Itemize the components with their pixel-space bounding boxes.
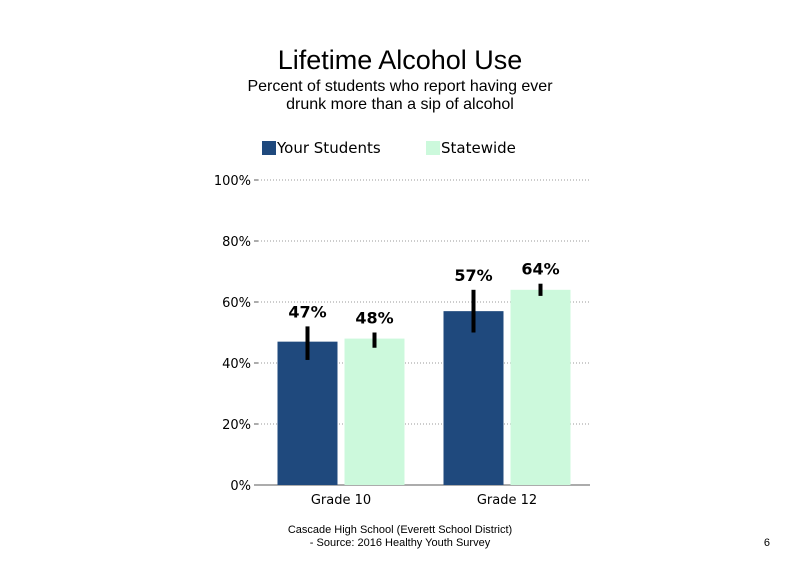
legend-label-your-students: Your Students (277, 139, 381, 157)
y-tick-label: 0% (230, 479, 251, 494)
y-tick-label: 60% (222, 296, 251, 311)
data-label: 64% (521, 260, 559, 279)
bar (277, 341, 338, 485)
chart-title: Lifetime Alcohol Use (277, 45, 523, 75)
y-tick-label: 80% (222, 235, 251, 250)
data-label: 57% (454, 266, 492, 285)
source-note: Cascade High School (Everett School Dist… (287, 524, 513, 549)
x-tick-label: Grade 10 (311, 493, 371, 508)
legend-swatch-statewide (426, 141, 440, 155)
bar (344, 338, 405, 485)
legend-label-statewide: Statewide (441, 139, 516, 157)
bar (443, 311, 504, 485)
data-label: 47% (288, 302, 326, 321)
page-number: 6 (763, 537, 770, 549)
data-label: 48% (355, 309, 393, 328)
y-tick-label: 100% (214, 174, 251, 189)
x-tick-label: Grade 12 (477, 493, 537, 508)
bar (510, 289, 571, 485)
y-tick-label: 20% (222, 418, 251, 433)
legend-swatch-your-students (262, 141, 276, 155)
chart-subtitle: Percent of students who report having ev… (247, 78, 553, 113)
y-tick-label: 40% (222, 357, 251, 372)
